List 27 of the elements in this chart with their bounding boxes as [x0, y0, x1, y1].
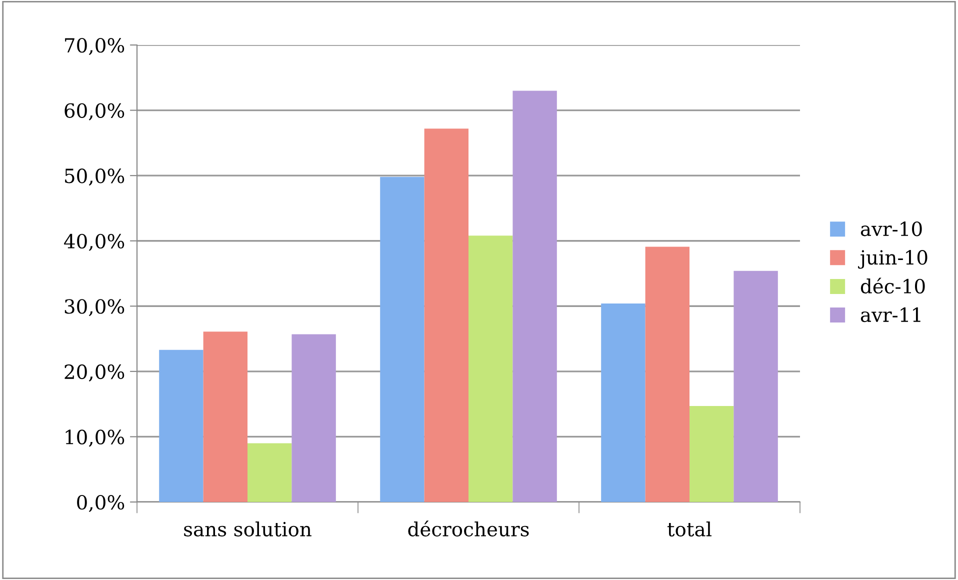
- y-tick-label: 20,0%: [64, 364, 124, 382]
- bar: [248, 443, 292, 502]
- y-tick-label: 40,0%: [64, 234, 124, 251]
- bar: [292, 334, 336, 502]
- bar: [690, 406, 734, 502]
- bar: [512, 90, 557, 502]
- legend-label: déc-10: [860, 278, 925, 294]
- bar: [645, 246, 690, 502]
- legend-label: avr-11: [860, 307, 920, 322]
- bar: [424, 128, 468, 502]
- bar: [734, 270, 778, 502]
- y-tick-label: 70,0%: [65, 38, 124, 56]
- x-tick-label: total: [667, 521, 712, 536]
- y-tick-label: 30,0%: [64, 299, 124, 316]
- bar: [203, 332, 248, 502]
- legend-label: juin-10: [858, 250, 928, 269]
- bar: [159, 350, 204, 502]
- x-tick-label: décrocheurs: [408, 520, 529, 536]
- bar: [468, 236, 513, 502]
- legend-label: avr-10: [860, 221, 922, 236]
- y-tick-label: 0,0%: [77, 494, 124, 512]
- bar: [601, 304, 646, 502]
- y-tick-label: 50,0%: [65, 168, 124, 186]
- bar: [380, 176, 424, 502]
- y-tick-label: 10,0%: [66, 430, 124, 447]
- x-tick-label: sans solution: [184, 521, 312, 536]
- y-tick-label: 60,0%: [64, 103, 124, 120]
